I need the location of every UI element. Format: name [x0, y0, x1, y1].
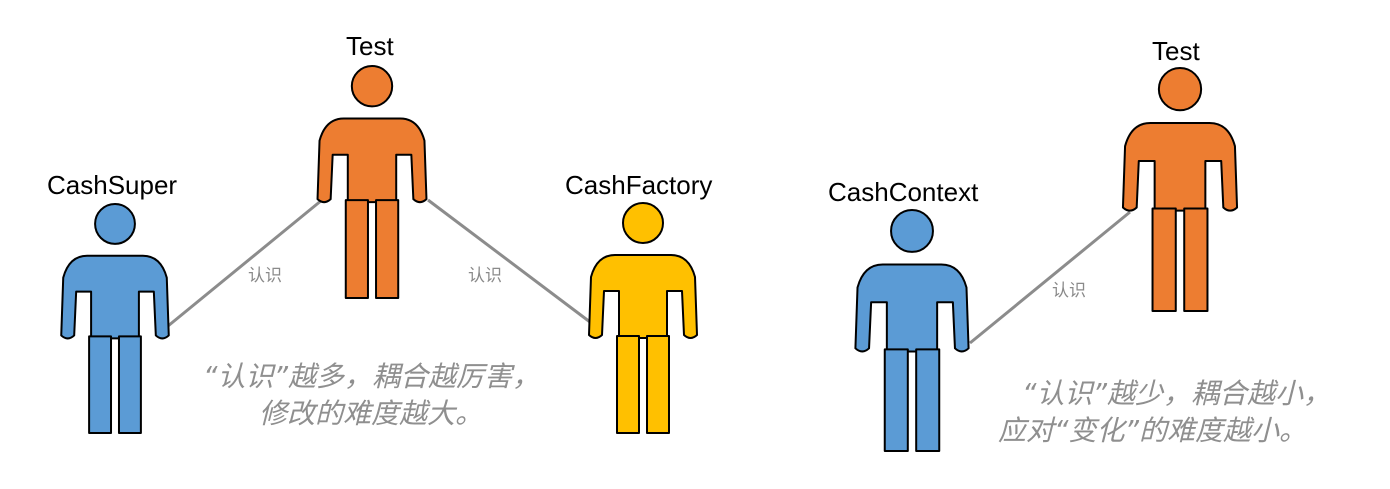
figure-left-leg	[883, 348, 909, 452]
link-label-cashcontext-test: 认识	[1052, 281, 1086, 301]
left-note-line-2: 修改的难度越大。	[259, 397, 483, 430]
actor-label-cashfactory: CashFactory	[565, 170, 712, 200]
person-icon	[1121, 67, 1239, 312]
person-icon	[854, 209, 970, 452]
link-cashsuper-test	[167, 198, 323, 328]
figure-right-leg	[375, 199, 400, 299]
figure-left-leg	[616, 335, 640, 434]
figure-right-leg	[1183, 207, 1209, 312]
figure-left-leg	[344, 199, 369, 299]
figure-head	[622, 202, 664, 244]
left-note-line-1: “认识”越多，耦合越厉害，	[203, 360, 540, 393]
actor-label-test-left: Test	[346, 31, 394, 61]
link-cashcontext-test	[969, 210, 1131, 345]
person-icon	[588, 202, 698, 434]
figure-head	[890, 209, 934, 253]
figure-head	[1157, 67, 1203, 112]
figure-torso	[1121, 121, 1239, 212]
actor-cashfactory: CashFactory	[565, 170, 712, 434]
right-note: “认识”越少，耦合越小， 应对“变化”的难度越小。	[998, 377, 1331, 447]
figure-left-leg	[88, 335, 113, 435]
actor-test-right: Test	[1121, 36, 1239, 312]
actor-cashsuper: CashSuper	[47, 170, 177, 435]
figure-right-leg	[915, 348, 941, 452]
actor-label-cashcontext: CashContext	[828, 177, 979, 207]
figure-head	[350, 65, 394, 108]
link-test-cashfactory	[427, 198, 591, 324]
figure-torso	[588, 254, 698, 339]
right-note-line-2: 应对“变化”的难度越小。	[998, 414, 1307, 447]
figure-right-leg	[646, 335, 670, 434]
actor-label-test-right: Test	[1152, 36, 1200, 66]
figure-right-leg	[117, 335, 142, 435]
link-label-test-cashfactory: 认识	[468, 266, 502, 286]
figure-torso	[854, 263, 970, 353]
figure-head	[94, 203, 136, 245]
link-label-cashsuper-test: 认识	[248, 266, 282, 286]
right-note-line-1: “认识”越少，耦合越小，	[1022, 377, 1331, 410]
actor-label-cashsuper: CashSuper	[47, 170, 177, 200]
left-note: “认识”越多，耦合越厉害， 修改的难度越大。	[203, 360, 540, 430]
figure-left-leg	[1151, 207, 1177, 312]
right-panel: 认识 CashContext Test “认识”越少，耦合越小， 应对“变化”的…	[828, 36, 1331, 452]
figure-torso	[316, 117, 428, 204]
actor-cashcontext: CashContext	[828, 177, 979, 452]
actor-test-left: Test	[316, 31, 428, 299]
person-icon	[60, 203, 170, 435]
figure-torso	[60, 254, 170, 340]
person-icon	[316, 65, 428, 299]
left-panel: 认识 认识 CashSuper Test CashFactory “认识”越多，…	[47, 31, 712, 435]
